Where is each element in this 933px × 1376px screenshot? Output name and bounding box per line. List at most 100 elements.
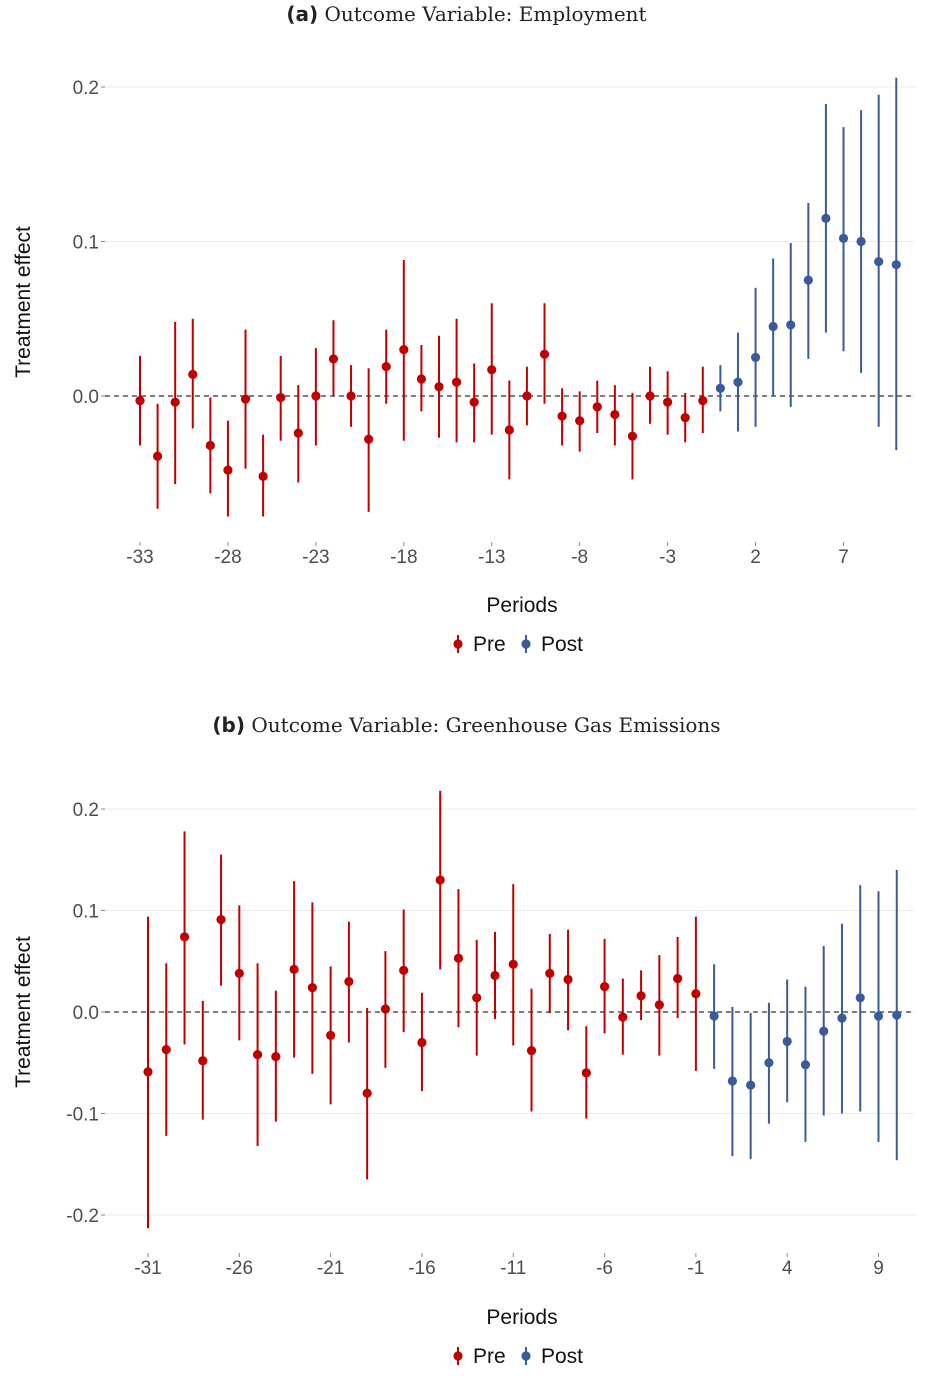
x-tick-label: -11 xyxy=(500,1258,526,1279)
legend-label: Post xyxy=(541,1345,583,1368)
point-pre xyxy=(170,397,180,407)
x-tick-label: -3 xyxy=(659,547,676,568)
point-pre xyxy=(198,1056,208,1066)
point-pre xyxy=(271,1052,281,1062)
x-tick-label: 7 xyxy=(838,547,849,568)
point-pre xyxy=(680,413,690,423)
point-pre xyxy=(522,391,532,401)
point-pre xyxy=(592,402,602,412)
point-pre xyxy=(539,349,550,359)
point-post xyxy=(782,1036,792,1047)
point-pre xyxy=(216,915,226,925)
point-pre xyxy=(654,1000,664,1010)
point-pre xyxy=(179,932,190,942)
point-pre xyxy=(399,345,409,355)
x-tick-label: -8 xyxy=(571,547,588,568)
x-tick-label: 2 xyxy=(750,547,761,568)
point-pre xyxy=(293,428,303,438)
point-pre xyxy=(453,953,464,963)
legend-key-point xyxy=(453,1351,463,1361)
point-pre xyxy=(135,396,145,406)
point-pre xyxy=(610,409,620,420)
point-pre xyxy=(627,431,638,441)
chart-employment: 0.0 0.1 0.2 -33 -28 -23 -18 -13 -8 -3 2 7 Periods Tre… xyxy=(12,77,915,656)
point-pre xyxy=(599,982,610,992)
point-post xyxy=(803,275,813,285)
point-post xyxy=(873,1011,884,1021)
x-tick-label: -6 xyxy=(596,1258,613,1279)
y-tick-label: 0.0 xyxy=(73,387,99,408)
point-pre xyxy=(328,354,339,364)
point-pre xyxy=(581,1068,591,1078)
point-post xyxy=(733,377,743,387)
point-pre xyxy=(557,411,567,421)
point-pre xyxy=(399,965,409,975)
point-post xyxy=(750,352,761,362)
point-post xyxy=(727,1076,738,1086)
point-pre xyxy=(344,976,354,987)
point-pre xyxy=(698,396,708,406)
legend-label: Post xyxy=(541,633,583,656)
x-tick-label: -21 xyxy=(317,1258,344,1279)
x-tick-label: -1 xyxy=(687,1258,704,1279)
x-axis-title: Periods xyxy=(486,1306,557,1329)
point-pre xyxy=(252,1050,263,1060)
point-pre xyxy=(545,968,555,979)
point-pre xyxy=(691,989,701,999)
point-pre xyxy=(434,382,444,392)
point-pre xyxy=(188,369,198,379)
point-pre xyxy=(326,1030,336,1040)
point-pre xyxy=(240,394,251,404)
point-pre xyxy=(346,391,356,401)
point-pre xyxy=(636,991,646,1001)
point-post xyxy=(786,320,796,330)
y-tick-label: 0.2 xyxy=(73,78,99,99)
x-tick-label: -18 xyxy=(390,547,417,568)
x-tick-label: -16 xyxy=(408,1258,435,1279)
y-tick-label: -0.2 xyxy=(66,1206,99,1227)
point-post xyxy=(838,233,849,244)
panel-a-title: (a) Outcome Variable: Employment xyxy=(0,2,933,26)
point-post xyxy=(837,1013,847,1023)
legend-key-point xyxy=(521,639,531,649)
point-pre xyxy=(258,471,268,481)
y-tick-label: 0.1 xyxy=(73,233,99,254)
point-pre xyxy=(364,434,374,444)
y-axis-title: Treatment effect xyxy=(12,936,35,1088)
x-tick-label: -23 xyxy=(302,547,329,568)
point-pre xyxy=(451,377,462,387)
point-post xyxy=(855,993,865,1003)
point-pre xyxy=(381,362,391,372)
legend-label: Pre xyxy=(473,633,506,656)
point-pre xyxy=(289,964,299,974)
point-pre xyxy=(311,391,321,401)
point-pre xyxy=(362,1088,372,1098)
point-post xyxy=(800,1060,811,1070)
point-post xyxy=(874,256,884,267)
legend-key-point xyxy=(521,1351,531,1361)
point-pre xyxy=(205,440,215,451)
x-tick-label: -31 xyxy=(134,1258,161,1279)
point-post xyxy=(821,213,831,223)
point-pre xyxy=(307,983,317,993)
point-post xyxy=(764,1058,774,1068)
point-pre xyxy=(234,968,244,979)
x-tick-label: -33 xyxy=(126,547,153,568)
point-pre xyxy=(618,1012,628,1022)
point-post xyxy=(709,1011,719,1021)
x-tick-label: -13 xyxy=(478,547,505,568)
point-pre xyxy=(490,970,500,981)
point-pre xyxy=(380,1004,391,1014)
y-tick-label: 0.2 xyxy=(73,800,99,821)
y-tick-label: -0.1 xyxy=(66,1105,99,1126)
point-pre xyxy=(663,397,673,407)
point-pre xyxy=(223,465,233,475)
point-pre xyxy=(416,374,426,384)
panel-b-tag: (b) xyxy=(212,713,246,737)
point-pre xyxy=(504,425,514,435)
point-post xyxy=(819,1026,829,1036)
legend-label: Pre xyxy=(473,1345,506,1368)
legend-key-point xyxy=(453,639,463,649)
point-pre xyxy=(645,391,655,401)
panel-a-title-text: Outcome Variable: Employment xyxy=(324,2,647,26)
